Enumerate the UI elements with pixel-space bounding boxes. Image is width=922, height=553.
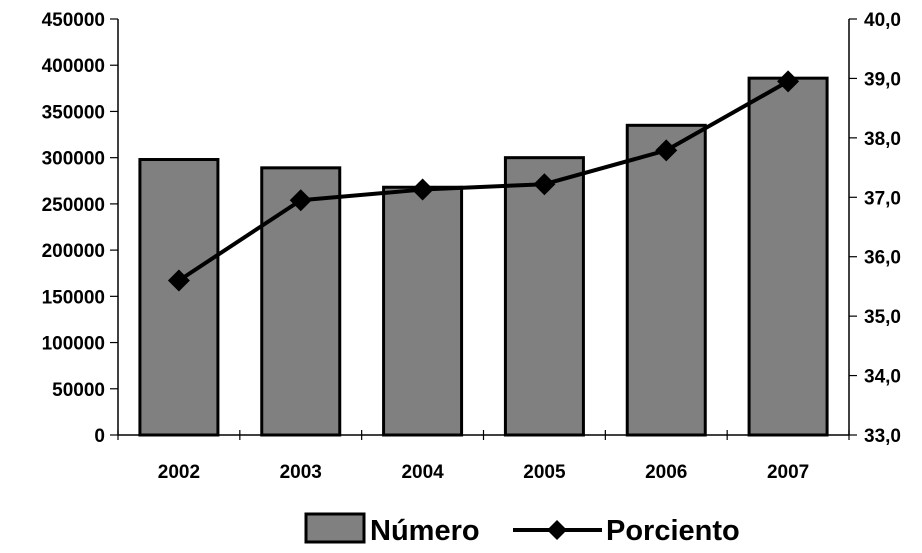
x-tick-label: 2007 (767, 462, 809, 483)
x-tick-label: 2004 (401, 462, 444, 483)
y-left-tick-label: 300000 (42, 149, 105, 170)
bar-2002 (138, 158, 220, 437)
y-right-tick-label: 33,0 (864, 426, 901, 447)
bar-series-numero (138, 76, 829, 437)
bar-2003 (260, 166, 342, 437)
line-series-porciento (167, 70, 800, 292)
y-left-tick-label: 100000 (42, 334, 105, 355)
chart-axes: 2002 2003 2004 2005 2006 2007 0 50000 100000 1500… (42, 10, 901, 483)
marker-2002 (167, 269, 190, 292)
y-right-tick-label: 36,0 (864, 248, 901, 269)
x-tick-label: 2005 (523, 462, 566, 483)
y-left-tick-label: 450000 (42, 10, 105, 31)
y-left-tick-label: 350000 (42, 102, 105, 123)
bar-2007 (747, 76, 829, 437)
x-tick-label: 2003 (280, 462, 322, 483)
x-tick-label: 2002 (158, 462, 200, 483)
bar-2004 (382, 185, 464, 437)
y-left-tick-label: 0 (94, 426, 105, 447)
marker-2005 (533, 173, 556, 196)
y-left-tick-label: 150000 (42, 287, 105, 308)
legend-label-porciento: Porciento (606, 515, 740, 547)
y-right-tick-label: 37,0 (864, 188, 901, 209)
marker-2003 (289, 189, 312, 212)
y-left-tick-label: 50000 (52, 380, 105, 401)
y-left-tick-label: 400000 (42, 56, 105, 77)
line-porciento (177, 79, 790, 283)
y-right-tick-label: 39,0 (864, 69, 901, 90)
y-left-tick-label: 200000 (42, 241, 105, 262)
legend-label-numero: Número (370, 515, 480, 547)
y-right-tick-label: 40,0 (864, 10, 901, 31)
bar-2006 (625, 123, 707, 437)
x-tick-label: 2006 (645, 462, 687, 483)
y-left-tick-label: 250000 (42, 195, 105, 216)
y-right-tick-label: 38,0 (864, 129, 901, 150)
y-right-tick-label: 35,0 (864, 307, 901, 328)
legend-swatch-numero (304, 512, 366, 544)
bar-2005 (503, 156, 585, 437)
legend-marker-icon (547, 520, 567, 540)
y-right-tick-label: 34,0 (864, 367, 901, 388)
chart-legend: Número Porciento (304, 512, 740, 547)
marker-2007 (777, 70, 800, 93)
marker-2006 (655, 139, 678, 162)
marker-2004 (411, 178, 434, 201)
